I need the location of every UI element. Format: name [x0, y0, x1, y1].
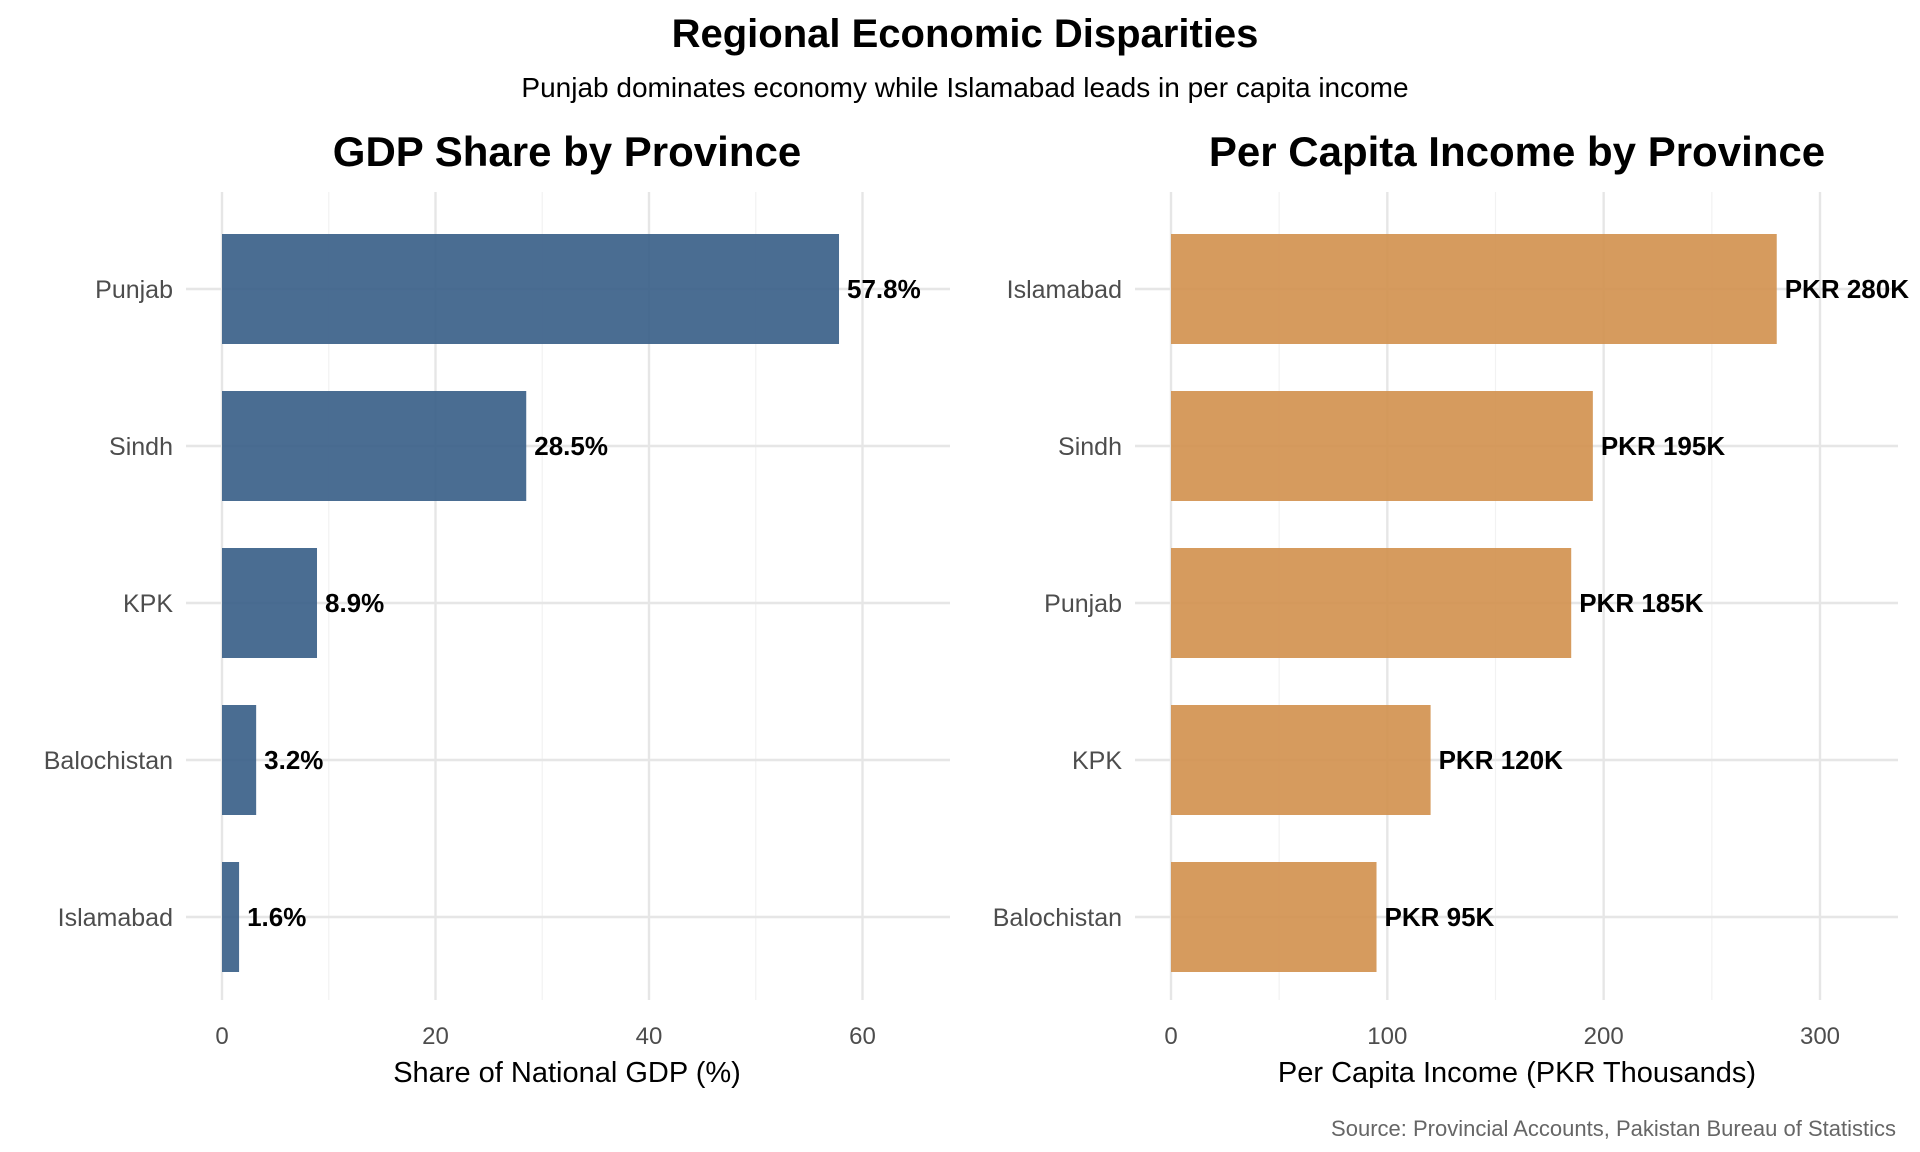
- bar-value-label: 1.6%: [247, 902, 306, 932]
- bar-value-label: PKR 185K: [1579, 588, 1703, 618]
- bar-value-label: 8.9%: [325, 588, 384, 618]
- bar-sindh: [1171, 391, 1593, 501]
- x-tick-label: 0: [215, 1023, 228, 1050]
- bar-punjab: [1171, 548, 1572, 658]
- category-label: Islamabad: [1007, 276, 1122, 304]
- bar-value-label: 28.5%: [534, 431, 608, 461]
- bar-balochistan: [1171, 862, 1377, 972]
- bar-value-label: PKR 95K: [1385, 902, 1495, 932]
- bar-value-label: 57.8%: [847, 274, 921, 304]
- bar-sindh: [222, 391, 527, 501]
- x-axis-label: Share of National GDP (%): [393, 1057, 741, 1089]
- category-label: KPK: [1072, 747, 1122, 775]
- x-tick-label: 100: [1367, 1023, 1407, 1050]
- category-label: Punjab: [1044, 590, 1122, 618]
- source-caption: Source: Provincial Accounts, Pakistan Bu…: [1331, 1116, 1896, 1141]
- bar-balochistan: [222, 705, 257, 815]
- x-tick-label: 300: [1800, 1023, 1840, 1050]
- bar-kpk: [222, 548, 318, 658]
- x-axis-label: Per Capita Income (PKR Thousands): [1278, 1057, 1756, 1089]
- per-capita-income-panel: Per Capita Income by Province Per Capita…: [993, 128, 1909, 1089]
- category-label: Punjab: [95, 276, 173, 304]
- panel-title: Per Capita Income by Province: [1209, 128, 1825, 175]
- bar-value-label: 3.2%: [264, 745, 323, 775]
- gdp-share-panel: GDP Share by Province Share of National …: [44, 128, 950, 1089]
- category-label: Balochistan: [993, 904, 1122, 932]
- category-label: Sindh: [1058, 433, 1122, 461]
- bar-islamabad: [222, 862, 240, 972]
- bar-punjab: [222, 234, 840, 344]
- category-label: Sindh: [109, 433, 173, 461]
- x-tick-label: 60: [849, 1023, 876, 1050]
- x-tick-label: 200: [1584, 1023, 1624, 1050]
- category-label: Islamabad: [58, 904, 173, 932]
- x-tick-label: 40: [636, 1023, 663, 1050]
- category-label: Balochistan: [44, 747, 173, 775]
- x-tick-label: 0: [1164, 1023, 1177, 1050]
- x-tick-label: 20: [422, 1023, 449, 1050]
- bar-kpk: [1171, 705, 1431, 815]
- figure-subtitle: Punjab dominates economy while Islamabad…: [521, 72, 1408, 103]
- panel-title: GDP Share by Province: [333, 128, 801, 175]
- category-label: KPK: [123, 590, 173, 618]
- bar-value-label: PKR 280K: [1785, 274, 1909, 304]
- figure-title: Regional Economic Disparities: [672, 12, 1259, 56]
- bar-value-label: PKR 195K: [1601, 431, 1725, 461]
- bar-islamabad: [1171, 234, 1777, 344]
- bar-value-label: PKR 120K: [1439, 745, 1563, 775]
